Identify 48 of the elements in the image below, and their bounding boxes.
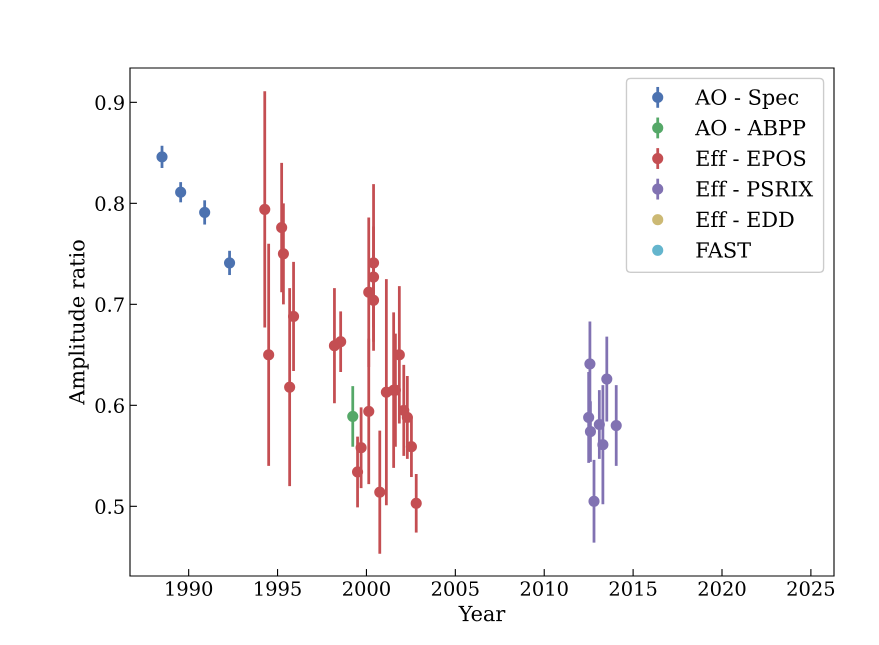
- legend-label: Eff - EPOS: [696, 150, 806, 166]
- point: [335, 336, 346, 348]
- x-tick-label: 2010: [520, 581, 568, 596]
- point: [597, 439, 608, 450]
- y-tick-label: 0.7: [96, 297, 124, 312]
- point: [588, 496, 600, 507]
- y-tick-label: 0.9: [96, 95, 124, 110]
- legend-label: Eff - PSRIX: [696, 180, 814, 197]
- point: [347, 410, 358, 422]
- point: [374, 486, 386, 498]
- point: [610, 420, 622, 432]
- legend-label: AO - ABPP: [695, 120, 806, 136]
- point: [601, 374, 612, 385]
- point: [259, 204, 270, 215]
- point: [224, 257, 236, 268]
- point: [263, 349, 274, 360]
- point: [352, 466, 364, 478]
- point: [410, 498, 422, 509]
- point: [406, 441, 417, 452]
- point: [284, 382, 296, 393]
- point: [276, 222, 288, 234]
- point: [175, 186, 186, 198]
- x-tick-label: 2000: [343, 581, 390, 596]
- y-tick-label: 0.5: [96, 499, 124, 514]
- point: [199, 206, 210, 218]
- x-axis-title: Year: [458, 606, 506, 622]
- x-tick-label: 1990: [166, 581, 212, 596]
- y-tick-label: 0.6: [96, 398, 124, 413]
- x-tick-label: 2025: [787, 581, 834, 596]
- x-tick-label: 2015: [610, 581, 656, 596]
- point: [156, 151, 168, 162]
- point: [584, 358, 596, 370]
- y-tick-label: 0.8: [96, 196, 124, 211]
- legend-label: FAST: [696, 242, 751, 258]
- point: [584, 426, 596, 438]
- point: [288, 310, 300, 322]
- y-axis-title: Amplitude ratio: [68, 240, 89, 405]
- point: [594, 418, 605, 430]
- legend-label: Eff - EDD: [696, 211, 794, 227]
- x-tick-label: 1995: [255, 581, 301, 596]
- point: [278, 248, 289, 260]
- point: [402, 412, 413, 423]
- legend-label: AO - Spec: [695, 89, 798, 109]
- point: [363, 406, 374, 417]
- x-tick-label: 2020: [698, 581, 746, 596]
- point: [356, 442, 367, 454]
- point: [583, 412, 594, 423]
- x-tick-label: 2005: [432, 581, 479, 596]
